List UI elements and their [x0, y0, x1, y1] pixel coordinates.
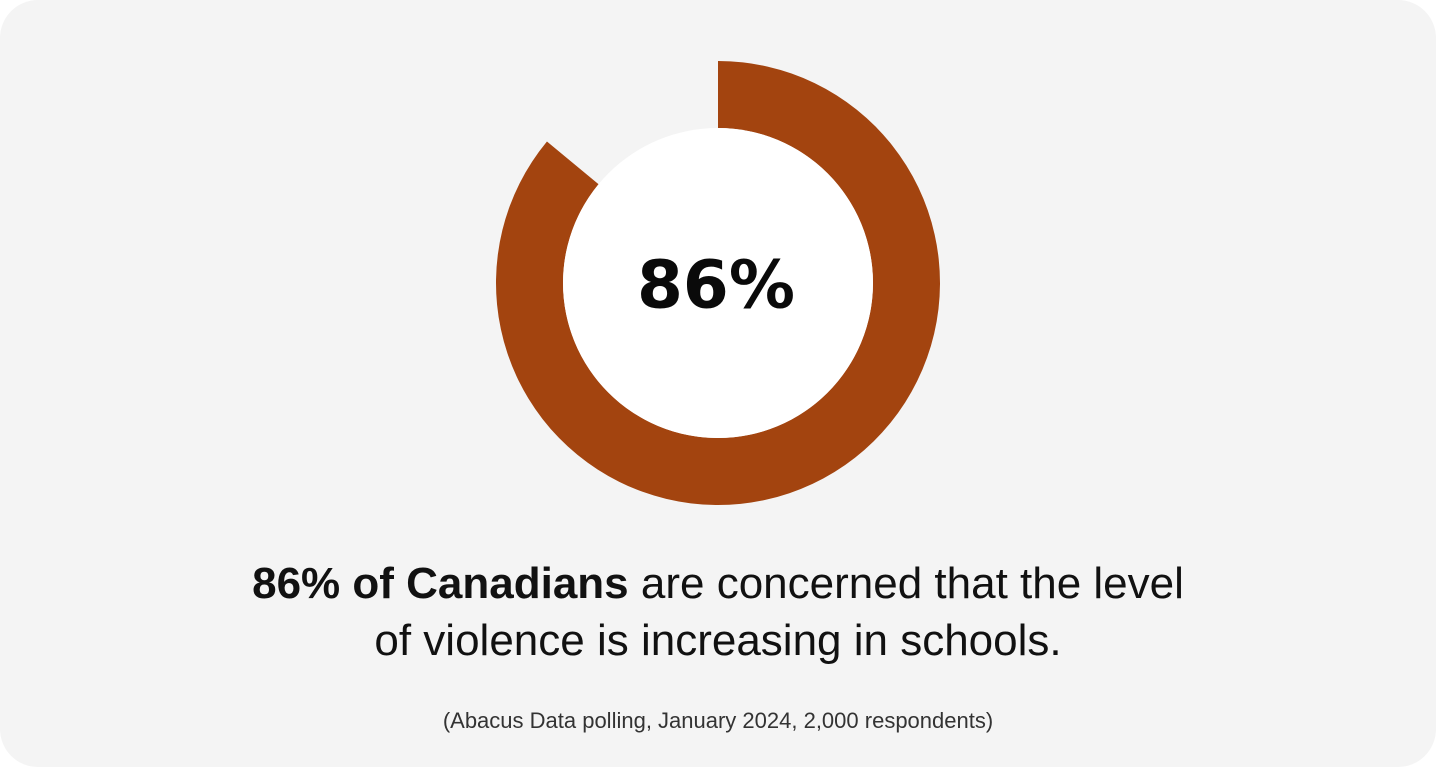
headline-line2: of violence is increasing in schools. [374, 616, 1062, 665]
headline-line1-rest: are concerned that the level [628, 559, 1184, 608]
headline: 86% of Canadians are concerned that the … [0, 555, 1436, 669]
headline-bold: 86% of Canadians [252, 559, 629, 608]
donut-arc-filled [495, 61, 940, 506]
donut-inner-circle [563, 128, 873, 438]
center-value-label: 86% [637, 247, 795, 324]
source-note: (Abacus Data polling, January 2024, 2,00… [442, 708, 994, 733]
